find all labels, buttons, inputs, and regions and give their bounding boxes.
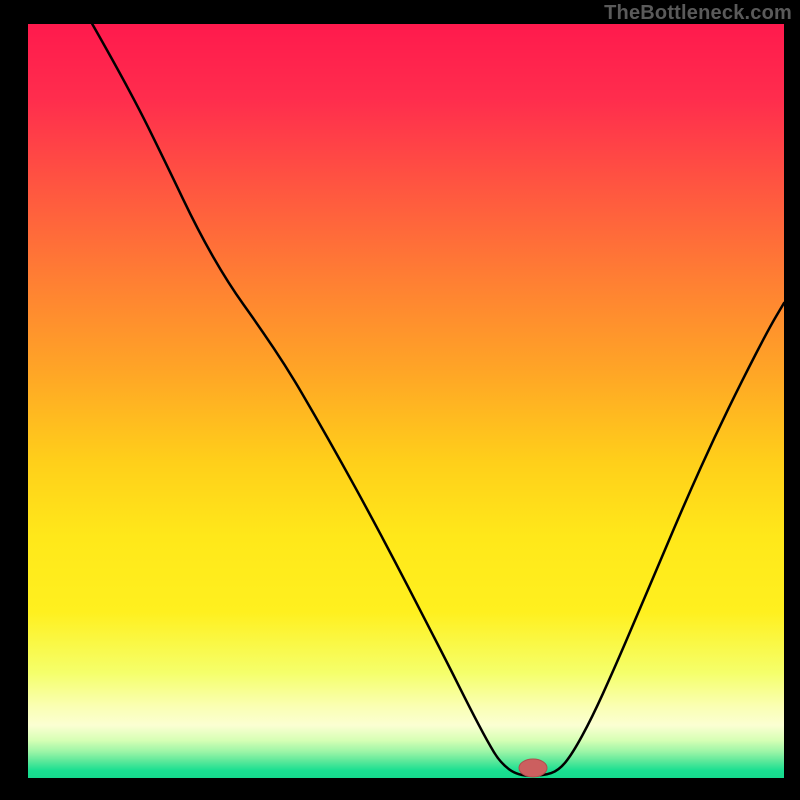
watermark-text: TheBottleneck.com bbox=[604, 2, 792, 25]
chart-container: TheBottleneck.com bbox=[0, 0, 800, 800]
optimal-point-marker bbox=[519, 759, 547, 777]
bottleneck-chart bbox=[0, 0, 800, 800]
